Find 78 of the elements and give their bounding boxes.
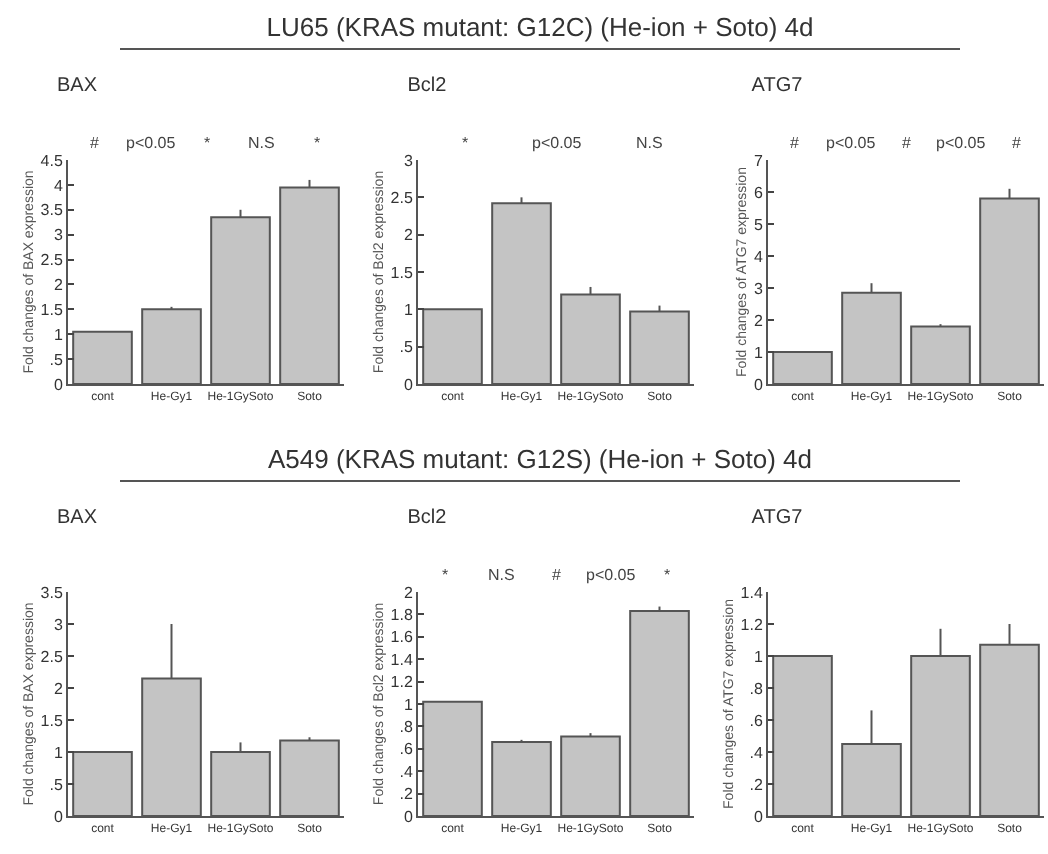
y-tick-label: 1 xyxy=(753,647,764,666)
y-tick-label: .2 xyxy=(749,775,764,794)
text: * xyxy=(314,134,321,152)
text: # xyxy=(552,566,562,584)
y-tick-label: 1 xyxy=(403,695,414,714)
y-tick-label: 1.2 xyxy=(740,615,764,634)
chart-title: BAX xyxy=(56,507,98,530)
y-tick-label: .8 xyxy=(399,718,414,736)
text: N.S xyxy=(248,134,275,152)
y-tick-label: 3 xyxy=(403,151,414,170)
y-tick-label: 1.4 xyxy=(390,650,414,669)
text: * xyxy=(204,134,211,152)
y-tick-label: 3 xyxy=(53,226,64,245)
text: LU65 (KRAS mutant: G12C) (He-ion + Soto) 4d xyxy=(120,12,960,50)
y-tick-label: 2.5 xyxy=(40,251,64,270)
text: A549 (KRAS mutant: G12S) (He-ion + Soto) 4d xyxy=(120,444,960,482)
y-tick-label: 0 xyxy=(53,375,64,394)
y-tick-label: .5 xyxy=(399,338,414,357)
y-tick-label: 1.6 xyxy=(390,628,414,647)
y-tick-label: 7 xyxy=(753,151,764,170)
y-tick-label: 4.5 xyxy=(40,151,64,170)
y-tick-label: 2 xyxy=(753,311,764,330)
chart-title: Bcl2 xyxy=(407,507,448,530)
text: # xyxy=(902,134,912,152)
text: * xyxy=(664,566,671,584)
y-tick-label: 1.2 xyxy=(390,673,414,692)
y-tick-label: .6 xyxy=(749,711,764,730)
y-tick-label: 0 xyxy=(53,807,64,826)
chart-title: ATG7 xyxy=(751,507,804,530)
y-tick-label: 2.5 xyxy=(390,188,414,207)
chart-title: BAX xyxy=(56,75,98,98)
text: N.S xyxy=(636,134,663,152)
y-tick-label: .5 xyxy=(49,350,64,369)
text: p<0.05 xyxy=(532,134,583,152)
text: # xyxy=(790,134,800,152)
y-tick-label: 1.8 xyxy=(390,606,414,624)
y-tick-label: 2 xyxy=(53,276,64,295)
y-tick-label: 0 xyxy=(753,375,764,394)
y-tick-label: 1 xyxy=(53,325,64,344)
y-tick-label: 1.4 xyxy=(740,583,764,602)
y-tick-label: 2 xyxy=(403,226,414,245)
text: p<0.05 xyxy=(586,566,637,584)
y-tick-label: 1 xyxy=(753,343,764,362)
y-tick-label: 3.5 xyxy=(40,583,64,602)
text: N.S xyxy=(488,566,515,584)
y-tick-label: 2 xyxy=(403,583,414,602)
y-tick-label: .4 xyxy=(749,743,764,762)
y-tick-label: .5 xyxy=(49,775,64,794)
y-tick-label: 3.5 xyxy=(40,201,64,220)
text: * xyxy=(462,134,469,152)
text: p<0.05 xyxy=(936,134,987,152)
y-tick-label: .8 xyxy=(749,679,764,698)
chart-title: ATG7 xyxy=(751,75,804,98)
y-tick-label: 1.5 xyxy=(40,300,64,319)
y-tick-label: 3 xyxy=(753,279,764,298)
y-tick-label: 1 xyxy=(403,300,414,319)
y-tick-label: 2 xyxy=(53,679,64,698)
y-tick-label: 5 xyxy=(753,215,764,234)
y-tick-label: .2 xyxy=(399,785,414,804)
y-tick-label: 0 xyxy=(753,807,764,826)
text: # xyxy=(90,134,100,152)
y-tick-label: .6 xyxy=(399,740,414,759)
y-tick-label: 0 xyxy=(403,375,414,394)
y-tick-label: 1 xyxy=(53,743,64,762)
text: * xyxy=(442,566,449,584)
y-tick-label: 4 xyxy=(753,247,764,266)
y-tick-label: 2.5 xyxy=(40,647,64,666)
y-tick-label: 3 xyxy=(53,615,64,634)
y-tick-label: 6 xyxy=(753,183,764,202)
chart-title: Bcl2 xyxy=(407,75,448,98)
y-tick-label: 1.5 xyxy=(390,263,414,282)
y-tick-label: 1.5 xyxy=(40,711,64,730)
text: # xyxy=(1012,134,1022,152)
text: p<0.05 xyxy=(826,134,877,152)
y-tick-label: .4 xyxy=(399,762,414,781)
text: p<0.05 xyxy=(126,134,177,152)
y-tick-label: 4 xyxy=(53,176,64,195)
y-tick-label: 0 xyxy=(403,807,414,826)
